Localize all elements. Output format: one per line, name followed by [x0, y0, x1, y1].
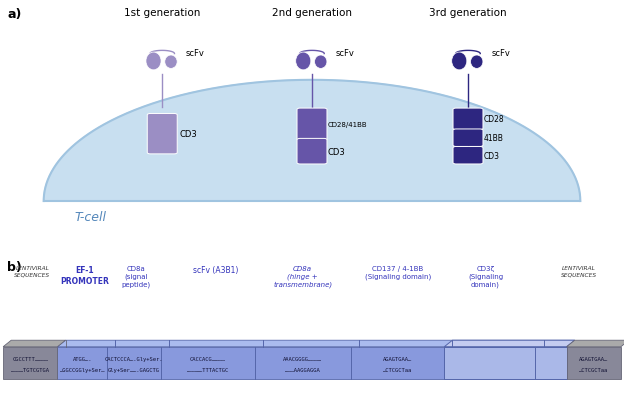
Text: …GGCCGGly+Ser…: …GGCCGGly+Ser…: [60, 367, 105, 372]
Text: CACCACG…………: CACCACG…………: [190, 356, 226, 361]
Text: EF-1
PROMOTER: EF-1 PROMOTER: [60, 265, 109, 286]
Polygon shape: [57, 340, 575, 347]
Text: AAACGGGG…………: AAACGGGG…………: [283, 356, 322, 361]
Text: LENTIVIRAL
SEQUENCES: LENTIVIRAL SEQUENCES: [561, 265, 597, 277]
FancyBboxPatch shape: [297, 109, 327, 141]
Text: scFv (A3B1): scFv (A3B1): [193, 265, 238, 275]
Text: AGAGTGAA…: AGAGTGAA…: [383, 356, 412, 361]
FancyBboxPatch shape: [297, 139, 327, 164]
Ellipse shape: [165, 56, 177, 69]
Text: CD8a
(signal
peptide): CD8a (signal peptide): [122, 265, 150, 288]
Text: b): b): [7, 260, 22, 273]
Text: CACTCCCA….Gly+Ser.: CACTCCCA….Gly+Ser.: [105, 356, 163, 361]
FancyBboxPatch shape: [453, 147, 483, 164]
Ellipse shape: [452, 53, 467, 71]
Text: 2nd generation: 2nd generation: [272, 8, 352, 18]
Text: AGAGTGAA…: AGAGTGAA…: [579, 356, 608, 361]
Text: LENTIVIRAL
SEQUENCES: LENTIVIRAL SEQUENCES: [14, 265, 51, 277]
Ellipse shape: [146, 53, 161, 71]
Text: …CTCGCTaa: …CTCGCTaa: [383, 367, 412, 372]
FancyBboxPatch shape: [453, 109, 483, 130]
Text: CD28: CD28: [484, 115, 504, 124]
Text: CD3: CD3: [180, 130, 197, 139]
Polygon shape: [3, 347, 57, 379]
Ellipse shape: [296, 53, 311, 71]
Text: scFv: scFv: [336, 49, 354, 58]
Text: CD137 / 4-1BB
(Signaling domain): CD137 / 4-1BB (Signaling domain): [365, 265, 431, 279]
Text: CGCCTTT…………: CGCCTTT…………: [12, 356, 48, 361]
Text: …………TGTCGTGA: …………TGTCGTGA: [11, 367, 50, 372]
Polygon shape: [444, 340, 575, 347]
Text: 3rd generation: 3rd generation: [429, 8, 507, 18]
Text: 1st generation: 1st generation: [124, 8, 200, 18]
Text: CD3ζ
(Signaling
domain): CD3ζ (Signaling domain): [468, 265, 503, 288]
Polygon shape: [3, 340, 66, 347]
Ellipse shape: [470, 56, 483, 69]
Polygon shape: [567, 347, 621, 379]
Text: CD8a
(hinge +
transmembrane): CD8a (hinge + transmembrane): [273, 265, 332, 288]
Text: a): a): [7, 8, 22, 21]
Text: Gly+Ser…….GAGCTG: Gly+Ser…….GAGCTG: [108, 367, 160, 372]
Text: ATGG….: ATGG….: [72, 356, 92, 361]
Polygon shape: [444, 347, 567, 379]
Text: ………AAGGAGGA: ………AAGGAGGA: [285, 367, 321, 372]
Text: CD28/41BB: CD28/41BB: [328, 122, 368, 128]
Text: CD3: CD3: [484, 151, 500, 160]
Text: …CTCGCTaa: …CTCGCTaa: [579, 367, 608, 372]
Text: scFv: scFv: [492, 49, 510, 58]
Polygon shape: [44, 81, 580, 201]
Ellipse shape: [314, 56, 327, 69]
Text: T-cell: T-cell: [75, 211, 107, 223]
Polygon shape: [57, 347, 567, 379]
Text: scFv: scFv: [186, 49, 205, 58]
Text: ……………TTTACTGC: ……………TTTACTGC: [187, 367, 229, 372]
Text: 41BB: 41BB: [484, 134, 504, 143]
FancyBboxPatch shape: [147, 114, 177, 154]
Text: CD3: CD3: [328, 147, 345, 156]
FancyBboxPatch shape: [453, 130, 483, 147]
Polygon shape: [567, 340, 624, 347]
